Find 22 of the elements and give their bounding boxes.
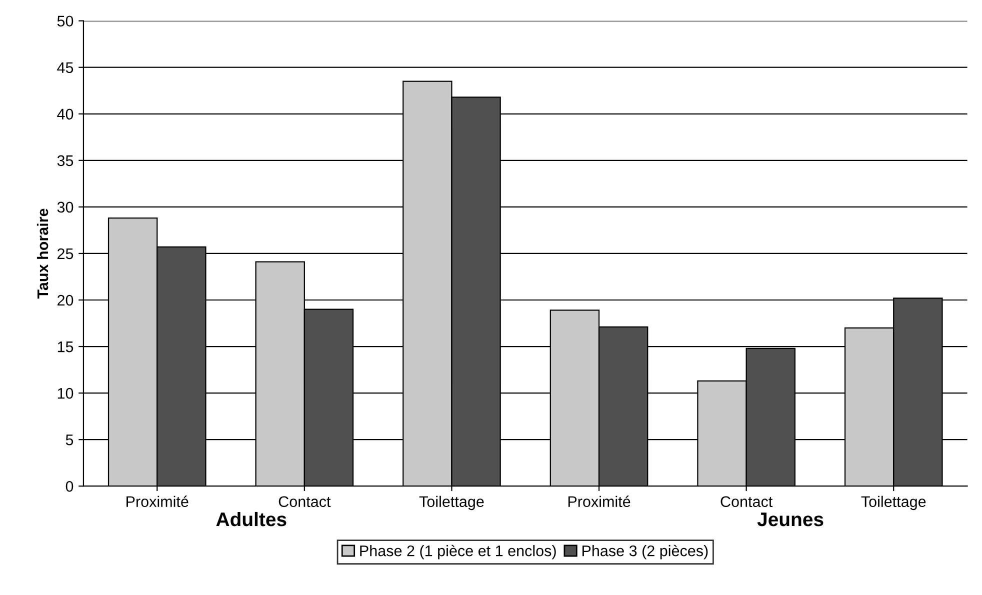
legend-label: Phase 2 (1 pièce et 1 enclos) [360, 544, 556, 560]
y-tick-label: 5 [66, 434, 74, 446]
y-tick-label: 50 [57, 16, 74, 27]
y-tick-label: 25 [58, 248, 74, 260]
x-tick-label: Toilettage [861, 496, 926, 510]
y-tick-label: 10 [58, 388, 74, 399]
legend-label: Phase 3 (2 pièces) [582, 544, 708, 560]
y-tick-label: 45 [57, 62, 74, 74]
x-tick-label: Proximité [126, 496, 188, 508]
y-tick-label: 35 [57, 155, 74, 166]
y-tick-label: 20 [58, 294, 74, 306]
x-tick-label: Contact [278, 496, 331, 508]
x-tick-label: Proximité [568, 496, 630, 508]
y-tick-label: 40 [57, 108, 74, 120]
x-tick-label: Toilettage [419, 496, 484, 510]
x-tick-label: Contact [720, 496, 773, 508]
y-axis-title: Taux horaire [36, 208, 48, 299]
y-tick-label: 0 [66, 480, 74, 492]
y-tick-label: 30 [57, 202, 74, 213]
text: Adultes [216, 512, 286, 526]
y-tick-label: 15 [58, 342, 74, 352]
text: Jeunes [757, 512, 824, 526]
